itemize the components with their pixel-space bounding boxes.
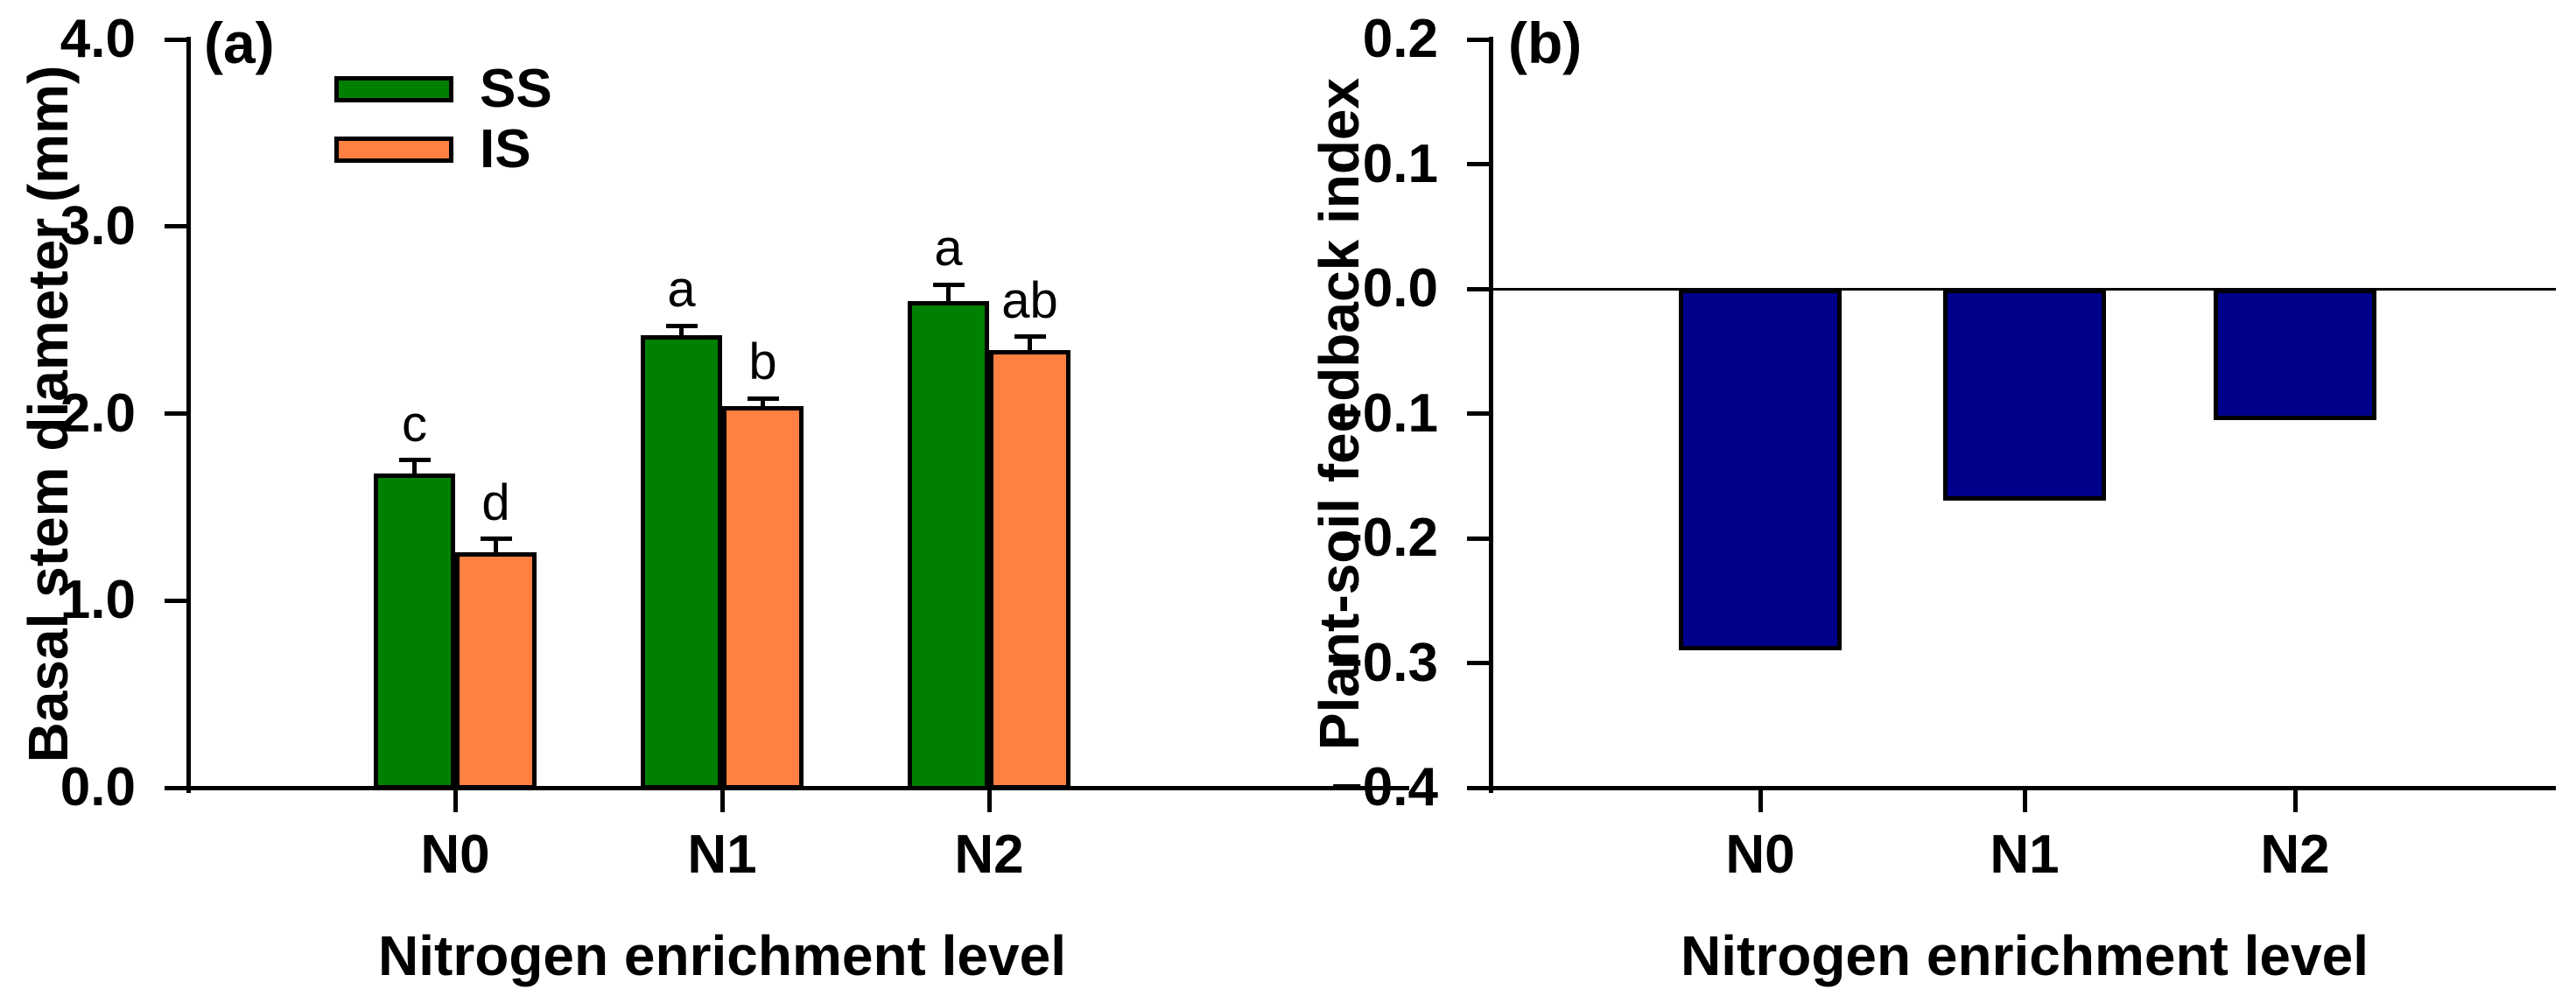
bar-is-n0 (455, 551, 537, 790)
panel-b-x-tick-label-n1: N1 (1990, 824, 2060, 885)
bar-is-n2 (989, 349, 1070, 790)
legend-label-is: IS (480, 119, 531, 179)
sig-letter-ss-n1: a (667, 261, 696, 319)
panel-a-y-axis-line (186, 37, 191, 793)
legend-swatch-is (334, 137, 453, 163)
panel-b-x-axis-title: Nitrogen enrichment level (1681, 924, 2369, 987)
error-bar-stem-ss-n1 (679, 326, 684, 335)
legend-label-ss: SS (480, 59, 552, 119)
panel-a-x-tick-n0 (453, 789, 458, 812)
panel-b-x-tick-n2 (2292, 789, 2298, 812)
panel-a-y-tick-label: 0.0 (60, 757, 136, 817)
legend-swatch-ss (334, 76, 453, 102)
bar-ss-n2 (908, 301, 989, 790)
panel-a-y-tick (164, 37, 186, 42)
legend-item-is: IS (334, 123, 531, 177)
panel-b-x-tick-label-n2: N2 (2260, 824, 2330, 885)
error-bar-cap-ss-n2 (932, 282, 965, 287)
panel-a-x-tick-n2 (986, 789, 992, 812)
panel-b-y-tick-label: 0.1 (1362, 133, 1438, 194)
panel-b-x-tick-label-n0: N0 (1725, 824, 1795, 885)
error-bar-cap-is-n1 (747, 396, 779, 401)
bar-plant-soil-feedback-index-n2 (2214, 289, 2376, 420)
panel-a-y-tick (164, 411, 186, 416)
sig-letter-is-n1: b (748, 333, 777, 391)
error-bar-cap-is-n2 (1014, 334, 1046, 340)
panel-b-y-tick-label: 0.2 (1362, 9, 1438, 69)
panel-b-x-tick-n1 (2022, 789, 2027, 812)
bar-is-n1 (722, 405, 804, 790)
panel-a-x-tick-label-n2: N2 (954, 824, 1024, 885)
panel-b-y-tick-label: 0.0 (1362, 258, 1438, 319)
panel-a-y-tick (164, 224, 186, 229)
panel-b-x-axis-line (1488, 785, 2556, 790)
panel-a-y-tick-label: 3.0 (60, 195, 136, 256)
bar-plant-soil-feedback-index-n0 (1679, 289, 1842, 651)
panel-a-x-axis-title: Nitrogen enrichment level (378, 924, 1066, 987)
panel-b-x-tick-n0 (1758, 789, 1763, 812)
panel-a-x-tick-label-n1: N1 (687, 824, 757, 885)
panel-a-y-tick-label: 1.0 (60, 570, 136, 631)
panel-a-y-tick (164, 785, 186, 790)
panel-b-y-tick (1466, 286, 1489, 291)
error-bar-cap-ss-n0 (398, 458, 431, 463)
panel-b-y-tick (1466, 785, 1489, 790)
bar-ss-n0 (374, 473, 455, 790)
panel-b-y-tick-label: −0.3 (1330, 632, 1438, 693)
error-bar-stem-is-n2 (1028, 336, 1032, 350)
sig-letter-is-n0: d (481, 473, 510, 531)
sig-letter-ss-n0: c (402, 395, 427, 452)
error-bar-stem-is-n0 (494, 538, 498, 552)
panel-b-y-tick (1466, 162, 1489, 166)
panel-b-y-tick (1466, 37, 1489, 42)
panel-a-y-tick-label: 2.0 (60, 382, 136, 444)
panel-a-x-tick-n1 (719, 789, 725, 812)
panel-b-y-tick-label: −0.1 (1330, 382, 1438, 444)
error-bar-stem-is-n1 (761, 398, 765, 406)
error-bar-cap-is-n0 (480, 537, 512, 542)
panel-b-y-tick (1466, 536, 1489, 541)
legend-item-ss: SS (334, 62, 552, 116)
panel-a-y-tick (164, 598, 186, 603)
panel-b-y-axis-line (1488, 37, 1493, 793)
panel-a-label: (a) (204, 11, 275, 75)
sig-letter-is-n2: ab (1001, 271, 1058, 329)
panel-a-y-tick-label: 4.0 (60, 9, 136, 69)
panel-b-y-tick (1466, 411, 1489, 416)
error-bar-stem-ss-n2 (946, 284, 951, 302)
panel-b-y-tick-label: −0.2 (1330, 508, 1438, 568)
panel-a-x-tick-label-n0: N0 (420, 824, 490, 885)
bar-plant-soil-feedback-index-n1 (1943, 289, 2106, 502)
error-bar-stem-ss-n0 (412, 459, 417, 473)
panel-b-y-tick-label: −0.4 (1330, 757, 1438, 817)
panel-b-y-tick (1466, 661, 1489, 665)
sig-letter-ss-n2: a (934, 220, 963, 277)
panel-b-label: (b) (1508, 11, 1583, 75)
error-bar-cap-ss-n1 (665, 323, 698, 328)
bar-ss-n1 (641, 334, 722, 790)
